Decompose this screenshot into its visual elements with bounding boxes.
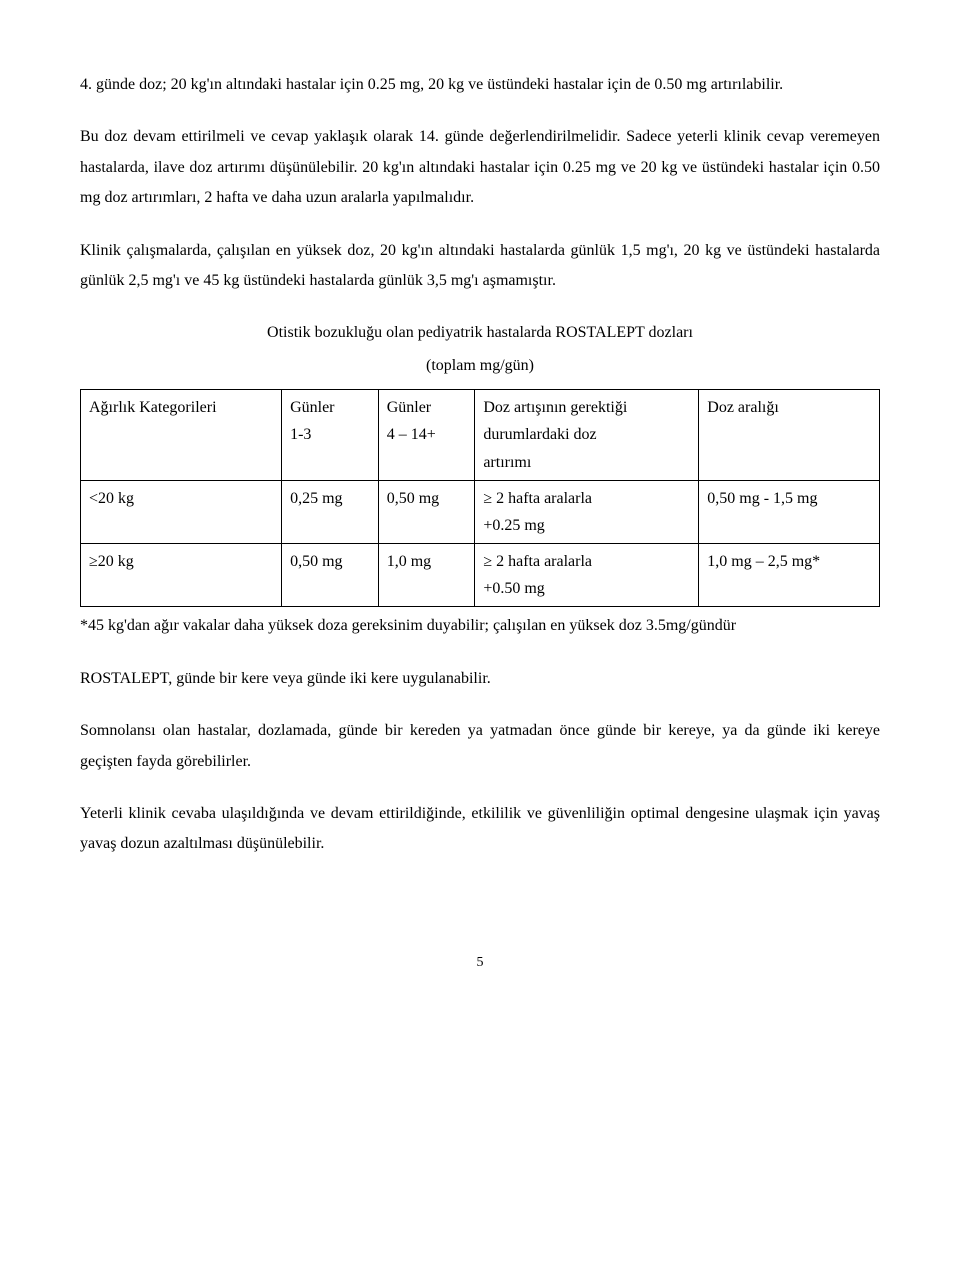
table-row: ≥20 kg 0,50 mg 1,0 mg ≥ 2 hafta aralarla…	[81, 544, 880, 607]
paragraph-4: ROSTALEPT, günde bir kere veya günde iki…	[80, 664, 880, 694]
cell-days13: 0,50 mg	[282, 544, 379, 607]
paragraph-2: Bu doz devam ettirilmeli ve cevap yaklaş…	[80, 122, 880, 213]
header-text: Günler	[387, 399, 431, 416]
paragraph-3: Klinik çalışmalarda, çalışılan en yüksek…	[80, 236, 880, 297]
cell-text: +0.25 mg	[483, 517, 544, 534]
paragraph-1: 4. günde doz; 20 kg'ın altındaki hastala…	[80, 70, 880, 100]
cell-text: ≥ 2 hafta aralarla	[483, 490, 592, 507]
cell-days414: 1,0 mg	[378, 544, 475, 607]
cell-range: 0,50 mg - 1,5 mg	[699, 480, 880, 543]
paragraph-5: Somnolansı olan hastalar, dozlamada, gün…	[80, 716, 880, 777]
table-title: Otistik bozukluğu olan pediyatrik hastal…	[80, 318, 880, 348]
header-text: 1-3	[290, 426, 311, 443]
table-footnote: *45 kg'dan ağır vakalar daha yüksek doza…	[80, 611, 880, 641]
header-cell-days13: Günler 1-3	[282, 390, 379, 481]
header-text: Doz artışının gerektiği	[483, 399, 627, 416]
cell-text: ≥ 2 hafta aralarla	[483, 553, 592, 570]
cell-days13: 0,25 mg	[282, 480, 379, 543]
cell-increase: ≥ 2 hafta aralarla +0.50 mg	[475, 544, 699, 607]
header-text: durumlardaki doz	[483, 426, 596, 443]
header-text: Ağırlık Kategorileri	[89, 399, 217, 416]
header-text: artırımı	[483, 454, 531, 471]
cell-increase: ≥ 2 hafta aralarla +0.25 mg	[475, 480, 699, 543]
header-text: Günler	[290, 399, 334, 416]
cell-days414: 0,50 mg	[378, 480, 475, 543]
cell-weight: ≥20 kg	[81, 544, 282, 607]
header-cell-increase: Doz artışının gerektiği durumlardaki doz…	[475, 390, 699, 481]
header-text: Doz aralığı	[707, 399, 779, 416]
cell-text: +0.50 mg	[483, 580, 544, 597]
table-header-row: Ağırlık Kategorileri Günler 1-3 Günler 4…	[81, 390, 880, 481]
header-cell-range: Doz aralığı	[699, 390, 880, 481]
header-cell-weight: Ağırlık Kategorileri	[81, 390, 282, 481]
header-cell-days414: Günler 4 – 14+	[378, 390, 475, 481]
cell-weight: <20 kg	[81, 480, 282, 543]
table-row: <20 kg 0,25 mg 0,50 mg ≥ 2 hafta aralarl…	[81, 480, 880, 543]
paragraph-6: Yeterli klinik cevaba ulaşıldığında ve d…	[80, 799, 880, 860]
page-number: 5	[80, 950, 880, 977]
dosage-table: Ağırlık Kategorileri Günler 1-3 Günler 4…	[80, 389, 880, 607]
header-text: 4 – 14+	[387, 426, 436, 443]
table-subtitle: (toplam mg/gün)	[80, 351, 880, 381]
cell-range: 1,0 mg – 2,5 mg*	[699, 544, 880, 607]
